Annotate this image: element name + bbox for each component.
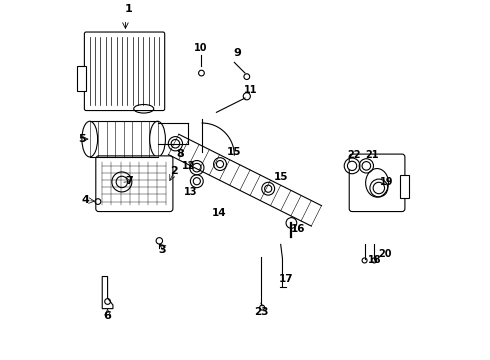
FancyBboxPatch shape: [84, 32, 165, 111]
Text: 3: 3: [158, 245, 166, 255]
Circle shape: [373, 182, 385, 194]
Circle shape: [171, 139, 180, 148]
Text: 6: 6: [104, 311, 112, 321]
Text: 22: 22: [347, 150, 361, 160]
Text: 5: 5: [78, 134, 85, 144]
Text: 1: 1: [125, 4, 133, 14]
Text: 2: 2: [171, 166, 178, 176]
Polygon shape: [102, 276, 113, 309]
Circle shape: [193, 177, 200, 185]
Text: 21: 21: [365, 150, 378, 160]
Circle shape: [193, 163, 201, 172]
Text: 17: 17: [279, 274, 294, 284]
Text: 12: 12: [182, 161, 196, 171]
Bar: [400, 175, 409, 198]
Circle shape: [362, 162, 370, 170]
Text: 18: 18: [368, 256, 382, 265]
Text: 4: 4: [81, 195, 89, 206]
Circle shape: [347, 161, 357, 171]
Text: 19: 19: [380, 176, 394, 186]
Text: 15: 15: [273, 172, 288, 181]
Circle shape: [265, 185, 272, 192]
Text: 11: 11: [244, 85, 257, 95]
Text: 13: 13: [184, 186, 197, 197]
Text: 10: 10: [194, 43, 207, 53]
Text: 20: 20: [378, 249, 392, 260]
FancyBboxPatch shape: [96, 156, 173, 212]
FancyBboxPatch shape: [349, 154, 405, 212]
Text: 16: 16: [291, 224, 305, 234]
Circle shape: [116, 176, 127, 188]
Circle shape: [217, 161, 223, 168]
Text: 14: 14: [212, 208, 226, 218]
Text: 15: 15: [226, 147, 241, 157]
Bar: [77, 66, 86, 91]
Text: 23: 23: [254, 307, 269, 317]
Text: 9: 9: [233, 49, 241, 58]
Text: 8: 8: [176, 149, 184, 159]
Text: 7: 7: [125, 176, 133, 186]
